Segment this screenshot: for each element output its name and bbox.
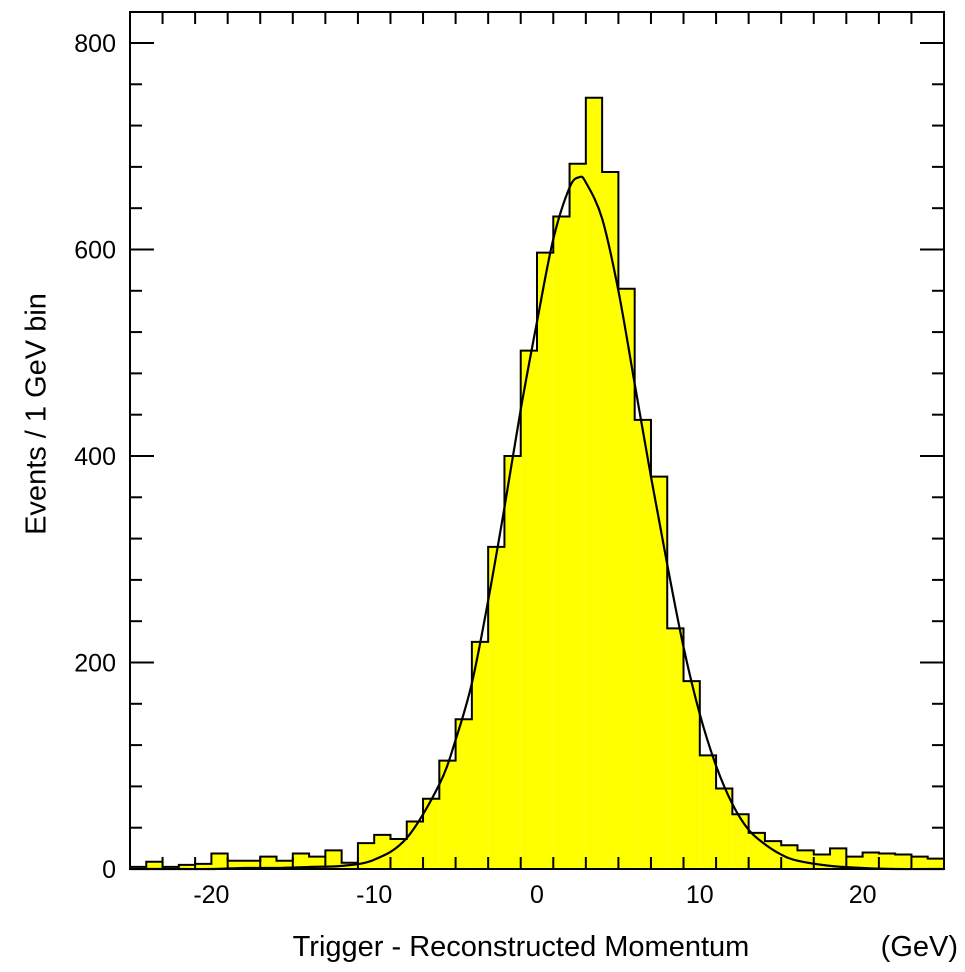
histogram-bars bbox=[129, 96, 945, 869]
y-tick-label: 800 bbox=[74, 30, 116, 58]
histogram-bar bbox=[243, 860, 261, 869]
y-tick-label: 200 bbox=[74, 649, 116, 677]
histogram-bar bbox=[927, 858, 944, 869]
histogram-outline bbox=[129, 96, 945, 869]
histogram-bar bbox=[569, 163, 586, 869]
histogram-bar bbox=[813, 854, 831, 869]
histogram-bar bbox=[276, 860, 293, 869]
histogram-bar bbox=[699, 755, 717, 869]
histogram-bar bbox=[846, 856, 863, 869]
x-axis-title: Trigger - Reconstructed Momentum bbox=[293, 931, 750, 963]
histogram-bar bbox=[683, 681, 700, 869]
histogram-bar bbox=[537, 252, 554, 869]
axis-ticks bbox=[129, 12, 945, 870]
y-axis-title: Events / 1 GeV bin bbox=[21, 293, 53, 535]
histogram-bar bbox=[504, 455, 521, 869]
histogram-bar bbox=[618, 288, 635, 869]
histogram-bar bbox=[146, 861, 163, 869]
y-tick-label: 400 bbox=[74, 443, 116, 471]
histogram-bar bbox=[667, 628, 684, 869]
histogram-bar bbox=[862, 852, 879, 869]
histogram-bar bbox=[797, 850, 814, 869]
histogram-bar bbox=[325, 850, 342, 869]
histogram-bar bbox=[178, 864, 196, 869]
histogram-bar bbox=[488, 546, 505, 869]
histogram-bar bbox=[716, 788, 733, 869]
y-tick-label: 0 bbox=[102, 856, 116, 884]
histogram-bar bbox=[830, 848, 847, 869]
x-tick-label: -20 bbox=[193, 881, 229, 909]
histogram-bar bbox=[227, 860, 244, 869]
fit-curve-layer bbox=[130, 175, 945, 871]
histogram-bar bbox=[357, 843, 375, 869]
x-tick-label: 0 bbox=[530, 881, 544, 909]
histogram-bar bbox=[602, 172, 619, 869]
fit-curve bbox=[130, 175, 945, 871]
histogram-bar bbox=[211, 853, 228, 869]
histogram-bar bbox=[374, 834, 391, 869]
y-tick-label: 600 bbox=[74, 236, 116, 264]
histogram-bar bbox=[195, 863, 212, 869]
histogram-bar bbox=[292, 853, 310, 869]
histogram-bar bbox=[471, 641, 489, 869]
x-tick-label: -10 bbox=[356, 881, 392, 909]
histogram-bar bbox=[423, 798, 440, 869]
histogram-bar bbox=[650, 476, 668, 869]
x-axis-unit: (GeV) bbox=[881, 931, 958, 963]
histogram-bar bbox=[553, 216, 570, 869]
histogram-bar bbox=[911, 856, 928, 869]
histogram-bar bbox=[585, 97, 603, 869]
plot-frame bbox=[129, 11, 945, 870]
histogram-bar bbox=[390, 839, 407, 869]
histogram-bar bbox=[878, 853, 896, 869]
histogram-bar bbox=[260, 856, 277, 869]
histogram-bar bbox=[520, 350, 537, 869]
histogram-bar bbox=[439, 760, 456, 869]
histogram-bar bbox=[895, 854, 912, 869]
x-tick-label: 20 bbox=[849, 881, 877, 909]
x-tick-label: 10 bbox=[686, 881, 714, 909]
histogram-bar bbox=[634, 419, 651, 869]
histogram-bar bbox=[732, 814, 749, 869]
histogram-bar bbox=[455, 719, 472, 869]
